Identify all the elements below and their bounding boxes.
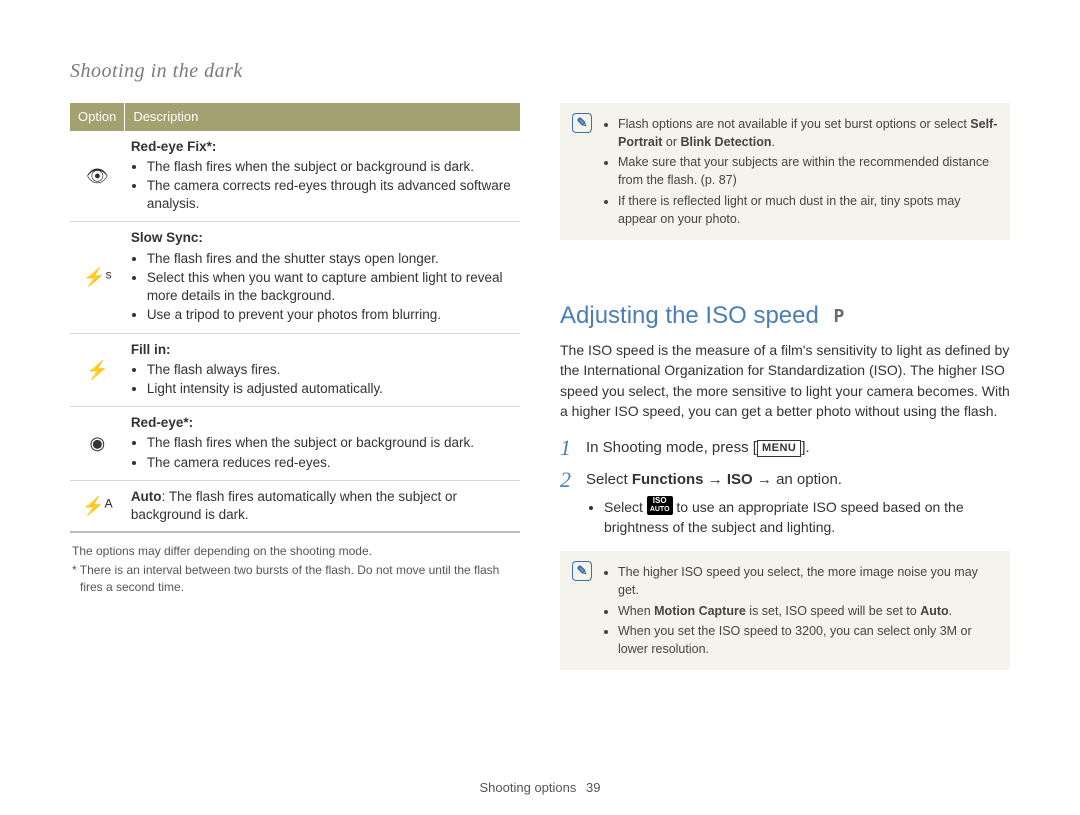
note-item: Flash options are not available if you s…	[618, 115, 998, 151]
note-box-iso: ✎ The higher ISO speed you select, the m…	[560, 551, 1010, 670]
table-row: ⚡ˢ Slow Sync: The flash fires and the sh…	[70, 222, 520, 333]
footnote-1: The options may differ depending on the …	[70, 543, 520, 560]
opt-item: The flash fires when the subject or back…	[147, 434, 514, 452]
right-column: ✎ Flash options are not available if you…	[560, 103, 1010, 670]
menu-button-icon: MENU	[757, 440, 801, 456]
iso-paragraph: The ISO speed is the measure of a film's…	[560, 340, 1010, 421]
opt-title: Slow Sync:	[131, 230, 203, 245]
th-description: Description	[125, 103, 520, 131]
note-item: The higher ISO speed you select, the mor…	[618, 563, 998, 599]
footnote-2: * There is an interval between two burst…	[70, 562, 520, 596]
opt-item: The flash always fires.	[147, 361, 514, 379]
steps: 1 In Shooting mode, press [MENU]. 2 Sele…	[560, 437, 1010, 537]
note-item: If there is reflected light or much dust…	[618, 192, 998, 228]
step-1: 1 In Shooting mode, press [MENU].	[560, 437, 1010, 459]
auto-desc: Auto: The flash fires automatically when…	[125, 480, 520, 532]
table-row: ⚡ᴬ Auto: The flash fires automatically w…	[70, 480, 520, 532]
opt-item: The camera reduces red-eyes.	[147, 454, 514, 472]
step-number: 2	[560, 469, 586, 537]
page-header: Shooting in the dark	[70, 58, 1010, 85]
fill-in-icon: ⚡	[70, 333, 125, 407]
note-item: Make sure that your subjects are within …	[618, 153, 998, 189]
opt-title: Auto	[131, 489, 162, 504]
note-box-flash: ✎ Flash options are not available if you…	[560, 103, 1010, 240]
step-2: 2 Select Functions → ISO → an option. Se…	[560, 469, 1010, 537]
opt-title: Red-eye Fix*:	[131, 139, 217, 154]
opt-title: Fill in:	[131, 342, 171, 357]
opt-title: Red-eye*:	[131, 415, 193, 430]
left-column: Option Description 👁 Red-eye Fix*: The f…	[70, 103, 520, 670]
mode-badge-p: P	[834, 305, 845, 329]
note-item: When Motion Capture is set, ISO speed wi…	[618, 602, 998, 620]
table-row: ◉ Red-eye*: The flash fires when the sub…	[70, 407, 520, 481]
step-body: In Shooting mode, press [MENU].	[586, 437, 810, 459]
step-sub-item: Select ISOAUTO to use an appropriate ISO…	[604, 496, 1010, 537]
opt-item: The camera corrects red-eyes through its…	[147, 177, 514, 213]
th-option: Option	[70, 103, 125, 131]
step-number: 1	[560, 437, 586, 459]
fill-in-desc: Fill in: The flash always fires. Light i…	[125, 333, 520, 407]
content-columns: Option Description 👁 Red-eye Fix*: The f…	[70, 103, 1010, 670]
opt-item: Select this when you want to capture amb…	[147, 269, 514, 305]
redeye-fix-desc: Red-eye Fix*: The flash fires when the s…	[125, 131, 520, 222]
step-body: Select Functions → ISO → an option. Sele…	[586, 469, 1010, 537]
auto-text: : The flash fires automatically when the…	[131, 489, 457, 522]
opt-item: Light intensity is adjusted automaticall…	[147, 380, 514, 398]
options-table: Option Description 👁 Red-eye Fix*: The f…	[70, 103, 520, 533]
redeye-desc: Red-eye*: The flash fires when the subje…	[125, 407, 520, 481]
opt-item: Use a tripod to prevent your photos from…	[147, 306, 514, 324]
opt-item: The flash fires and the shutter stays op…	[147, 250, 514, 268]
slow-sync-desc: Slow Sync: The flash fires and the shutt…	[125, 222, 520, 333]
opt-item: The flash fires when the subject or back…	[147, 158, 514, 176]
note-icon: ✎	[572, 113, 592, 133]
note-item: When you set the ISO speed to 3200, you …	[618, 622, 998, 658]
footer-label: Shooting options	[480, 780, 577, 795]
page-footer: Shooting options 39	[0, 779, 1080, 797]
redeye-icon: ◉	[70, 407, 125, 481]
note-icon: ✎	[572, 561, 592, 581]
page-number: 39	[586, 780, 600, 795]
auto-icon: ⚡ᴬ	[70, 480, 125, 532]
table-row: ⚡ Fill in: The flash always fires. Light…	[70, 333, 520, 407]
slow-sync-icon: ⚡ˢ	[70, 222, 125, 333]
iso-heading: Adjusting the ISO speed P	[560, 300, 1010, 332]
iso-auto-icon: ISOAUTO	[647, 496, 673, 514]
footnotes: The options may differ depending on the …	[70, 543, 520, 595]
redeye-fix-icon: 👁	[70, 131, 125, 222]
table-row: 👁 Red-eye Fix*: The flash fires when the…	[70, 131, 520, 222]
